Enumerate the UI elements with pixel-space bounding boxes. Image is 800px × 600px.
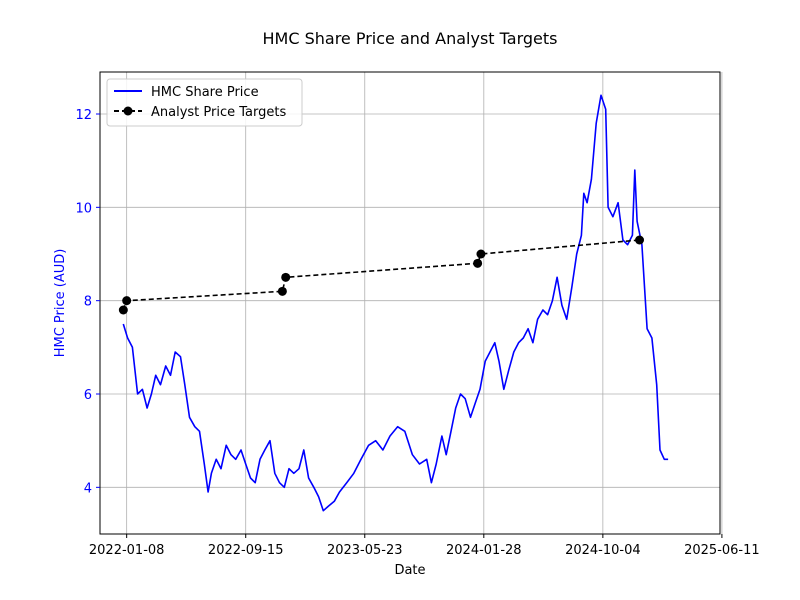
- x-tick-label: 2025-06-11: [684, 543, 760, 558]
- plot-frame: [99, 71, 721, 535]
- legend-target-marker: [123, 106, 133, 116]
- target-point: [118, 305, 128, 315]
- x-tick-label: 2022-09-15: [208, 543, 284, 558]
- axis-ticks: 2022-01-08 2022-09-15 2023-05-23 2024-01-28…: [75, 108, 759, 558]
- x-tick-label: 2024-10-04: [565, 543, 641, 558]
- y-tick-label: 6: [84, 388, 92, 403]
- target-point: [277, 286, 287, 296]
- x-tick-label: 2022-01-08: [89, 543, 165, 558]
- legend-target-label: Analyst Price Targets: [151, 105, 286, 120]
- x-axis-label: Date: [394, 563, 425, 578]
- y-axis-label: HMC Price (AUD): [53, 249, 68, 358]
- target-point: [476, 249, 486, 259]
- y-tick-label: 12: [75, 108, 92, 123]
- plot-area: [118, 94, 669, 512]
- target-point: [281, 272, 291, 282]
- x-tick-label: 2024-01-28: [446, 543, 522, 558]
- legend-box: [106, 78, 303, 127]
- chart-title: HMC Share Price and Analyst Targets: [263, 29, 558, 48]
- price-series-line: [122, 94, 669, 512]
- x-tick-label: 2023-05-23: [327, 543, 403, 558]
- target-point: [473, 258, 483, 268]
- y-tick-label: 8: [84, 295, 92, 310]
- y-tick-label: 10: [75, 201, 92, 216]
- target-point: [122, 296, 132, 306]
- target-point: [635, 235, 645, 245]
- y-tick-label: 4: [84, 481, 92, 496]
- legend-price-label: HMC Share Price: [151, 85, 259, 100]
- legend: HMC Share Price Analyst Price Targets: [106, 78, 303, 127]
